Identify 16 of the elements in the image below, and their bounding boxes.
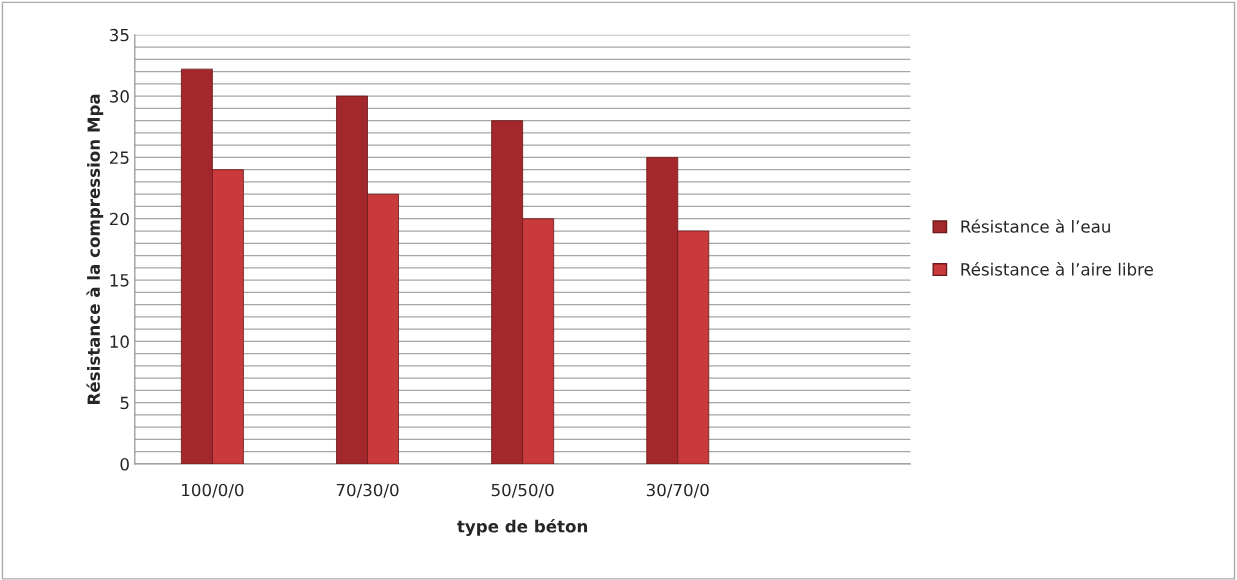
y-tick-label: 10 <box>110 335 129 348</box>
y-tick-label: 30 <box>110 90 129 103</box>
y-axis-title: Résistance à la compression Mpa <box>86 94 104 404</box>
y-tick-label: 5 <box>120 396 129 410</box>
y-tick-label: 35 <box>110 28 129 42</box>
legend-label: Résistance à l’eau <box>961 219 1110 233</box>
legend-label: Résistance à l’aire libre <box>961 262 1153 276</box>
y-tick-label: 0 <box>120 457 129 471</box>
y-tick-label: 20 <box>109 212 129 226</box>
y-tick-label: 15 <box>110 274 129 287</box>
x-tick-label: 30/70/0 <box>646 483 709 498</box>
x-tick-label: 70/30/0 <box>336 483 399 498</box>
y-tick-label: 25 <box>109 151 129 164</box>
x-axis-title: type de béton <box>457 519 588 536</box>
x-tick-label: 100/0/0 <box>182 483 244 498</box>
x-tick-label: 50/50/0 <box>491 483 554 498</box>
